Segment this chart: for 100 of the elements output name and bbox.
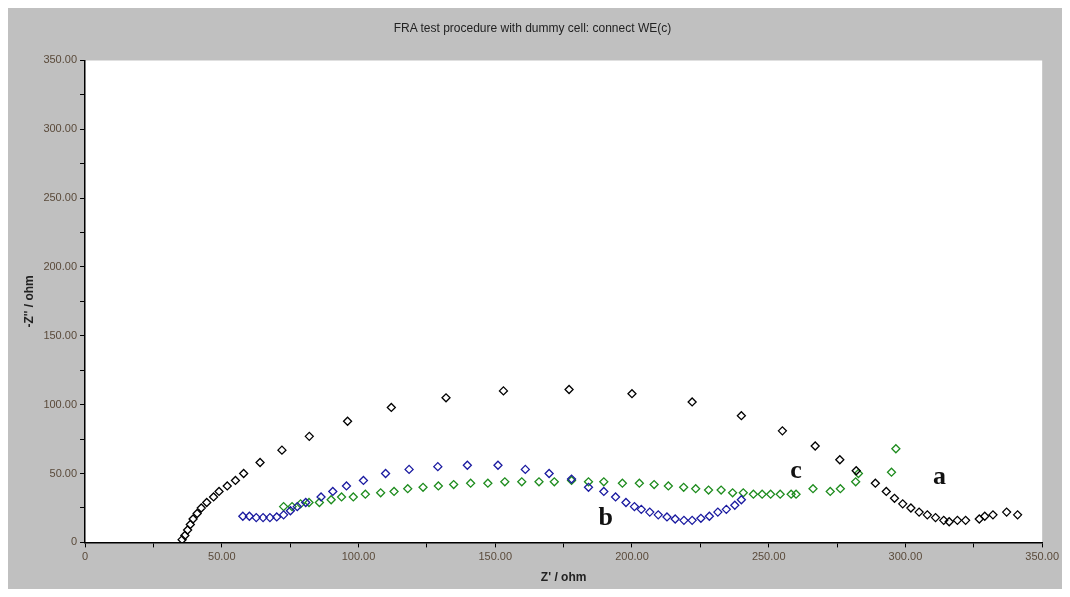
point	[564, 384, 574, 395]
point	[629, 501, 640, 512]
point	[304, 431, 314, 442]
point	[696, 513, 706, 523]
point	[721, 504, 731, 514]
point	[988, 510, 998, 520]
x-tick-label: 350.00	[1025, 550, 1060, 563]
point	[182, 525, 193, 535]
point	[645, 507, 655, 517]
point	[906, 503, 916, 513]
point	[192, 508, 202, 519]
point	[238, 511, 248, 521]
point	[336, 492, 347, 502]
y-tick-label: 150.00	[43, 328, 78, 341]
y-tick-label: 250.00	[43, 191, 78, 204]
point	[808, 484, 818, 494]
y-tick-label: 50.00	[49, 466, 78, 479]
point	[500, 477, 510, 487]
point	[599, 486, 609, 497]
point	[534, 477, 544, 487]
point	[360, 489, 370, 499]
series-label: a	[933, 461, 947, 491]
point	[380, 468, 391, 479]
point	[653, 510, 663, 520]
x-tick-label: 100.00	[341, 550, 376, 563]
point	[342, 416, 353, 426]
point	[939, 515, 949, 526]
point	[316, 492, 326, 502]
point	[835, 455, 845, 465]
point	[610, 492, 621, 502]
point	[258, 512, 268, 523]
point	[386, 402, 396, 413]
point	[483, 478, 493, 488]
point	[679, 515, 689, 526]
y-tick-label: 0	[70, 535, 78, 548]
point	[255, 457, 265, 468]
point	[687, 397, 697, 407]
point	[462, 460, 472, 470]
point	[520, 464, 530, 475]
point	[389, 486, 399, 497]
point	[265, 512, 275, 523]
point	[188, 514, 198, 524]
point	[418, 482, 428, 492]
point	[348, 492, 358, 502]
point	[825, 486, 835, 497]
point	[634, 478, 645, 488]
point	[791, 489, 801, 499]
point	[177, 535, 187, 543]
point	[180, 530, 190, 541]
point	[649, 479, 659, 490]
x-tick-label: 200.00	[615, 550, 649, 563]
point	[583, 482, 594, 492]
point	[835, 484, 846, 494]
point	[786, 489, 796, 499]
series-label: c	[790, 454, 802, 484]
point	[517, 477, 527, 487]
point	[980, 511, 990, 521]
y-tick-label: 200.00	[43, 260, 78, 272]
y-tick-label: 300.00	[43, 122, 78, 135]
point	[549, 477, 559, 487]
x-axis-title: Z' / ohm	[540, 570, 587, 585]
point	[627, 389, 637, 399]
point	[727, 488, 738, 498]
point	[328, 486, 338, 497]
y-tick-label: 350.00	[43, 53, 78, 66]
point	[222, 481, 232, 491]
point	[891, 444, 901, 454]
point	[239, 468, 249, 479]
point	[358, 475, 369, 486]
point	[914, 507, 924, 517]
point	[691, 484, 701, 494]
point	[493, 460, 503, 470]
point	[230, 475, 241, 486]
point	[214, 486, 224, 497]
point	[851, 477, 861, 487]
point	[679, 482, 689, 492]
point	[670, 514, 680, 524]
point	[713, 507, 723, 517]
x-tick-label: 0	[81, 550, 89, 563]
point	[716, 485, 726, 495]
point	[433, 481, 444, 491]
point	[922, 510, 932, 520]
point	[433, 462, 443, 472]
point	[810, 441, 820, 451]
point	[583, 477, 594, 487]
point	[704, 511, 715, 521]
x-tick-label: 150.00	[478, 550, 513, 563]
point	[952, 515, 963, 526]
point	[544, 468, 554, 479]
point	[196, 503, 206, 513]
point	[757, 489, 767, 499]
point	[748, 489, 759, 499]
point	[687, 515, 697, 526]
point	[765, 489, 776, 499]
point	[898, 499, 908, 509]
point	[185, 519, 195, 530]
series-label: b	[598, 502, 614, 532]
point	[736, 495, 747, 505]
point	[287, 501, 297, 512]
point	[314, 497, 325, 508]
